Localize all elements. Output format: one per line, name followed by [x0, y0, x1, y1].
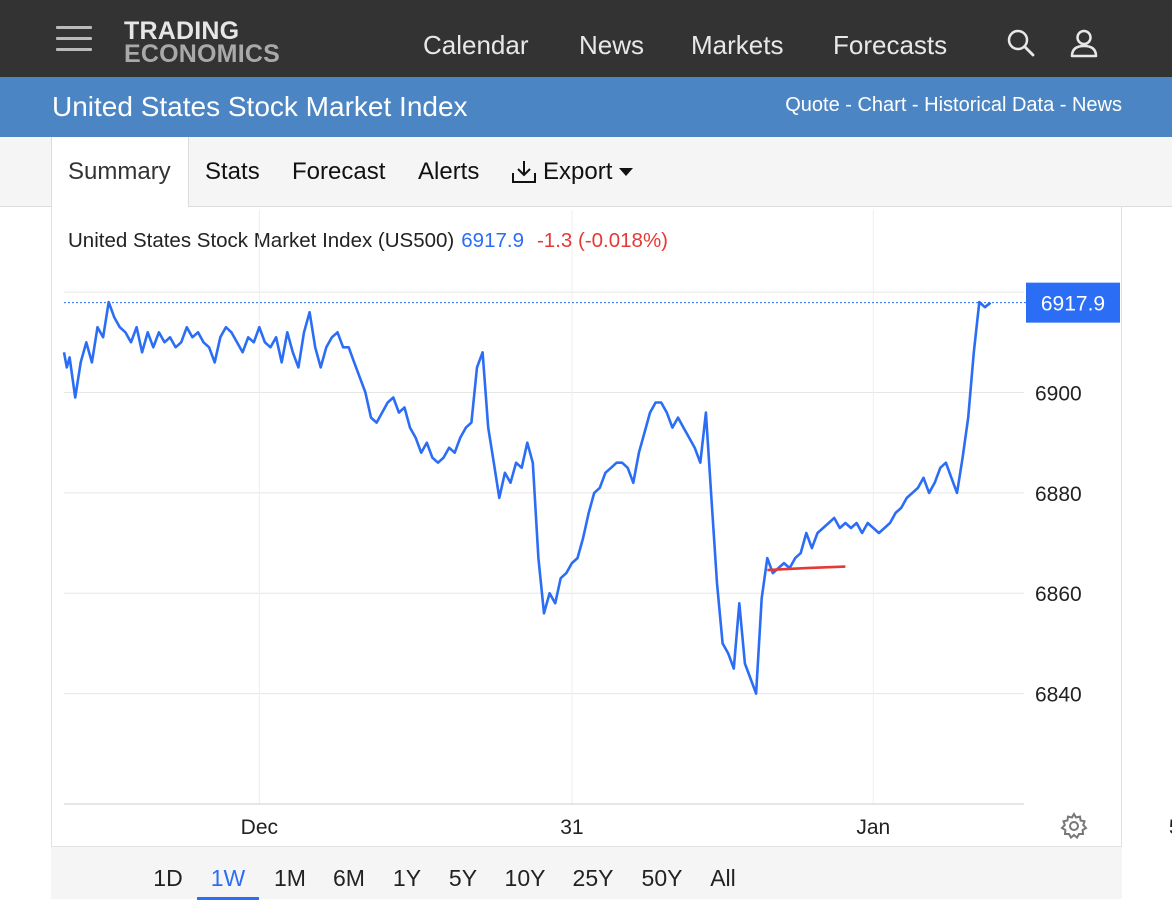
link-historical-data[interactable]: Historical Data	[924, 94, 1055, 116]
content-tab-bar: Summary Stats Forecast Alerts Export	[0, 137, 1172, 208]
range-5y[interactable]: 5Y	[448, 865, 478, 891]
logo-line-1: TRADING	[124, 17, 240, 45]
user-icon[interactable]	[1069, 28, 1099, 58]
range-50y[interactable]: 50Y	[641, 865, 683, 891]
range-1y[interactable]: 1Y	[392, 865, 422, 891]
export-label: Export	[543, 158, 613, 185]
range-1d[interactable]: 1D	[153, 865, 183, 891]
page-title-bar: United States Stock Market Index Quote -…	[0, 77, 1172, 137]
time-range-selector: 1D 1W 1M 6M 1Y 5Y 10Y 25Y 50Y All	[51, 846, 1122, 900]
top-navigation-bar: TRADING ECONOMICS Calendar News Markets …	[0, 0, 1172, 77]
range-1m[interactable]: 1M	[274, 865, 306, 891]
tab-export[interactable]: Export	[510, 137, 634, 207]
link-news[interactable]: News	[1071, 94, 1122, 116]
chart-panel	[51, 207, 1122, 899]
range-1w[interactable]: 1W	[197, 847, 259, 900]
chart-settings-gear-icon[interactable]	[1060, 811, 1088, 840]
page-title: United States Stock Market Index	[52, 91, 468, 122]
nav-markets[interactable]: Markets	[691, 30, 784, 60]
link-quote[interactable]: Quote	[785, 94, 840, 116]
link-separator: -	[839, 94, 858, 116]
range-6m[interactable]: 6M	[333, 865, 365, 891]
logo-line-2: ECONOMICS	[124, 40, 280, 68]
caret-down-icon	[619, 168, 634, 176]
link-separator: -	[1054, 94, 1072, 116]
range-25y[interactable]: 25Y	[572, 865, 614, 891]
tab-alerts[interactable]: Alerts	[418, 158, 480, 185]
hamburger-menu-icon[interactable]	[56, 26, 92, 56]
nav-news[interactable]: News	[579, 30, 645, 60]
nav-forecasts[interactable]: Forecasts	[833, 30, 948, 60]
range-10y[interactable]: 10Y	[504, 865, 546, 891]
tab-forecast[interactable]: Forecast	[292, 158, 386, 185]
title-bar-links: Quote - Chart - Historical Data - News	[785, 94, 1122, 117]
tab-stats[interactable]: Stats	[205, 158, 260, 185]
nav-calendar[interactable]: Calendar	[423, 30, 529, 60]
search-icon[interactable]	[1006, 28, 1036, 58]
tab-summary[interactable]: Summary	[51, 137, 189, 208]
download-icon	[512, 161, 536, 183]
link-chart[interactable]: Chart	[857, 94, 907, 116]
trading-economics-logo[interactable]: TRADING ECONOMICS	[124, 17, 280, 68]
link-separator: -	[906, 94, 925, 116]
range-all[interactable]: All	[710, 865, 736, 891]
